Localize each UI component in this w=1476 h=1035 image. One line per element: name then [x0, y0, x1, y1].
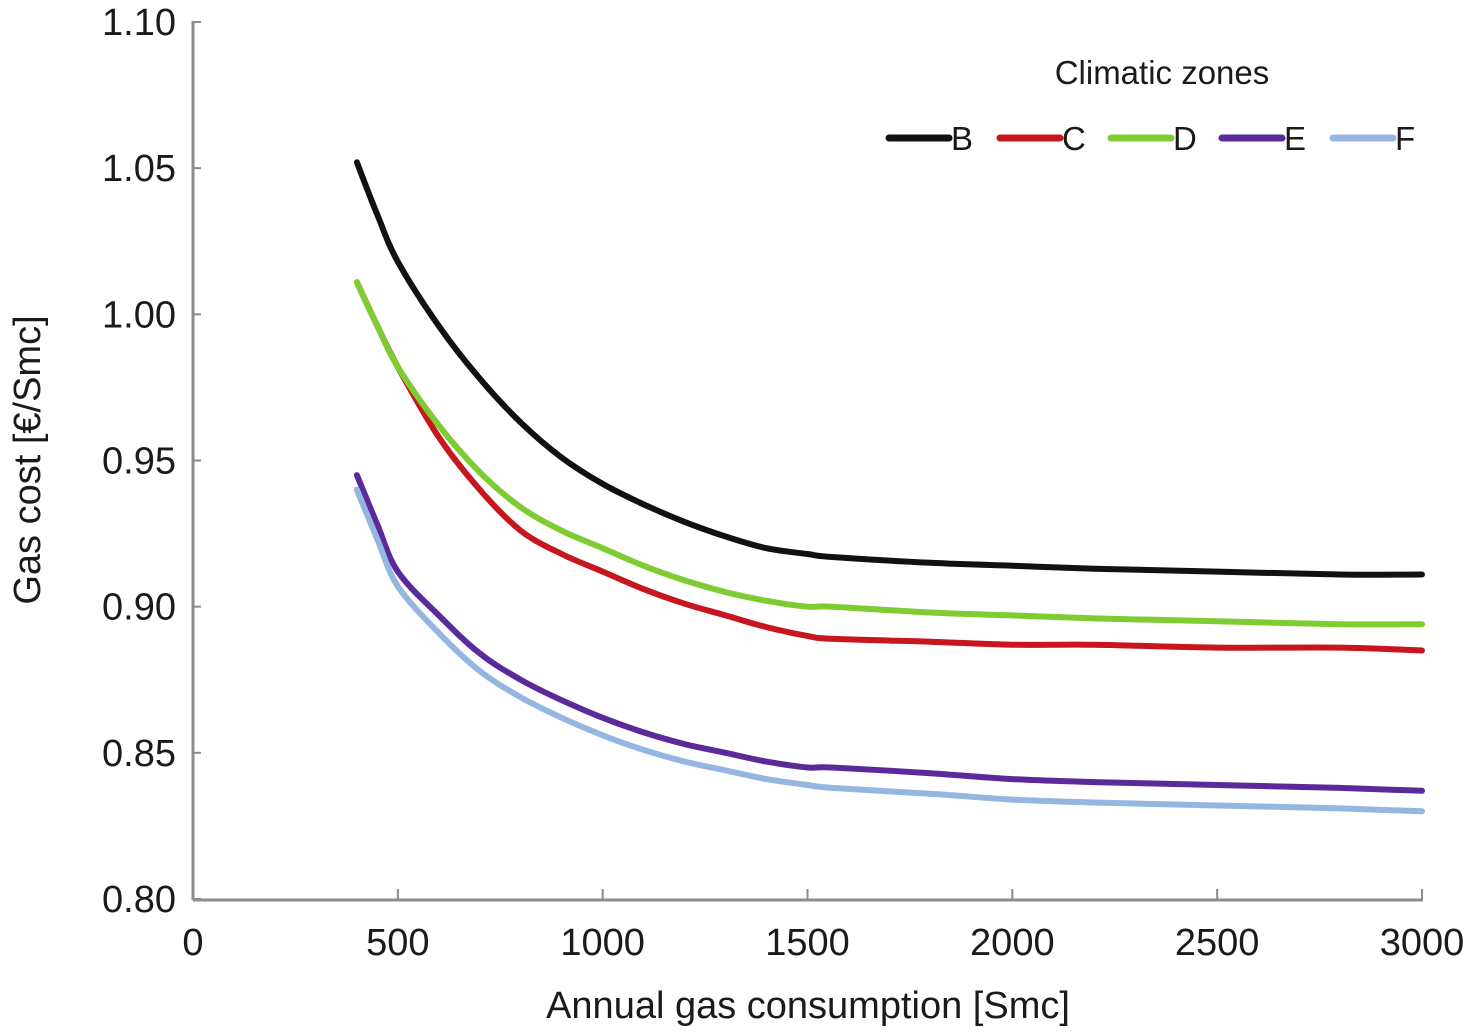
- y-tick-label: 0.80: [102, 879, 176, 921]
- y-tick-label: 0.90: [102, 587, 176, 629]
- legend-label: F: [1395, 120, 1415, 157]
- y-tick-label: 1.00: [102, 294, 176, 336]
- x-tick-label: 3000: [1380, 922, 1465, 964]
- legend-title: Climatic zones: [1055, 54, 1270, 91]
- legend-item-c: C: [996, 120, 1086, 157]
- legend: Climatic zones B C D E F: [885, 54, 1415, 157]
- series-line-c: [353, 279, 1425, 654]
- y-ticks: 0.80 0.85 0.90 0.95 1.00 1.05 1.10: [102, 2, 201, 921]
- legend-item-f: F: [1329, 120, 1415, 157]
- y-tick-label: 1.05: [102, 148, 176, 190]
- y-axis-title: Gas cost [€/Smc]: [7, 315, 49, 604]
- y-tick-label: 0.95: [102, 441, 176, 483]
- x-tick-label: 500: [366, 922, 429, 964]
- legend-label: B: [951, 120, 973, 157]
- x-tick-label: 0: [182, 922, 203, 964]
- legend-items: B C D E F: [885, 120, 1415, 157]
- legend-item-e: E: [1218, 120, 1306, 157]
- y-tick-label: 1.10: [102, 2, 176, 44]
- x-tick-label: 2000: [970, 922, 1055, 964]
- legend-item-d: D: [1107, 120, 1197, 157]
- legend-label: E: [1284, 120, 1306, 157]
- x-ticks: 0 500 1000 1500 2000 2500 3000: [182, 889, 1464, 964]
- x-tick-label: 2500: [1175, 922, 1260, 964]
- series-group: [353, 159, 1425, 815]
- series-line-b: [353, 159, 1425, 578]
- x-tick-label: 1000: [560, 922, 645, 964]
- y-tick-label: 0.85: [102, 733, 176, 775]
- legend-label: C: [1062, 120, 1086, 157]
- x-tick-label: 1500: [765, 922, 850, 964]
- series-line-d: [353, 279, 1425, 628]
- series-line-e: [353, 472, 1425, 794]
- series-line-f: [353, 486, 1425, 815]
- x-axis-title: Annual gas consumption [Smc]: [546, 985, 1070, 1027]
- legend-label: D: [1173, 120, 1197, 157]
- legend-item-b: B: [885, 120, 973, 157]
